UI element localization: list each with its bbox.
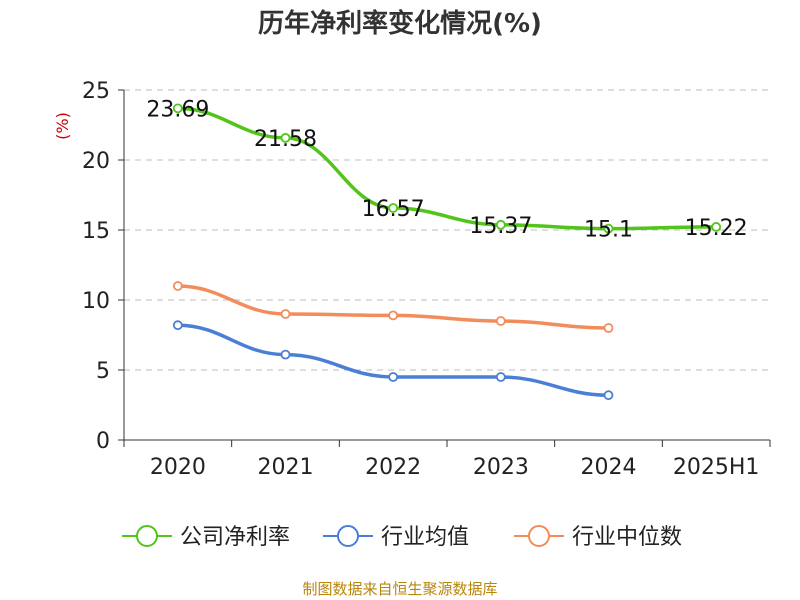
y-axis-label: (%) (53, 112, 72, 140)
data-point (495, 219, 506, 230)
series-group (172, 103, 722, 401)
y-tick-label: 20 (82, 149, 110, 174)
data-label: 23.69 (146, 97, 209, 122)
x-tick-label: 2024 (581, 455, 637, 480)
data-point (172, 320, 183, 331)
x-tick-label: 2025H1 (673, 455, 760, 480)
data-point (388, 310, 399, 321)
legend-label: 行业中位数 (572, 525, 682, 550)
data-point (603, 390, 614, 401)
data-point (280, 132, 291, 143)
legend-marker (528, 525, 550, 547)
data-point (388, 372, 399, 382)
y-tick-label: 10 (82, 289, 110, 314)
y-tick-label: 5 (96, 359, 110, 384)
legend: 公司净利率 行业均值 行业中位数 (122, 525, 682, 550)
gridlines (124, 89, 770, 371)
data-labels: 23.69 21.58 16.57 15.37 15.1 15.22 (146, 97, 747, 242)
series-line (176, 106, 718, 231)
data-label: 15.1 (584, 218, 633, 243)
chart-title: 历年净利率变化情况(%) (258, 8, 542, 39)
series-line (176, 284, 611, 330)
data-point (495, 372, 506, 382)
x-tick-label: 2020 (150, 455, 206, 480)
x-tick-label: 2022 (365, 455, 421, 480)
legend-marker (337, 525, 359, 547)
source-note: 制图数据来自恒生聚源数据库 (302, 580, 497, 598)
tick-labels: 0 5 10 15 20 25 2020 2021 2022 2023 2024 2025H1 (82, 79, 759, 480)
x-tick-label: 2023 (473, 455, 529, 480)
data-label: 15.37 (469, 214, 532, 239)
data-point (388, 203, 399, 213)
data-point (172, 103, 183, 114)
y-tick-label: 15 (82, 219, 110, 244)
data-point (603, 323, 614, 333)
data-label: 16.57 (362, 197, 425, 222)
data-point (603, 223, 614, 234)
legend-label: 公司净利率 (180, 525, 290, 550)
data-label: 21.58 (254, 127, 317, 152)
data-point (280, 309, 291, 319)
data-point (495, 316, 506, 326)
series-line (176, 323, 611, 397)
data-point (711, 222, 722, 232)
x-tick-label: 2021 (258, 455, 314, 480)
legend-marker (136, 525, 158, 547)
data-point (172, 281, 183, 291)
axes (118, 89, 771, 447)
data-point (280, 349, 291, 360)
legend-label: 行业均值 (381, 525, 469, 550)
data-label: 15.22 (685, 216, 748, 241)
y-tick-label: 25 (82, 79, 110, 104)
y-tick-label: 0 (96, 429, 110, 454)
